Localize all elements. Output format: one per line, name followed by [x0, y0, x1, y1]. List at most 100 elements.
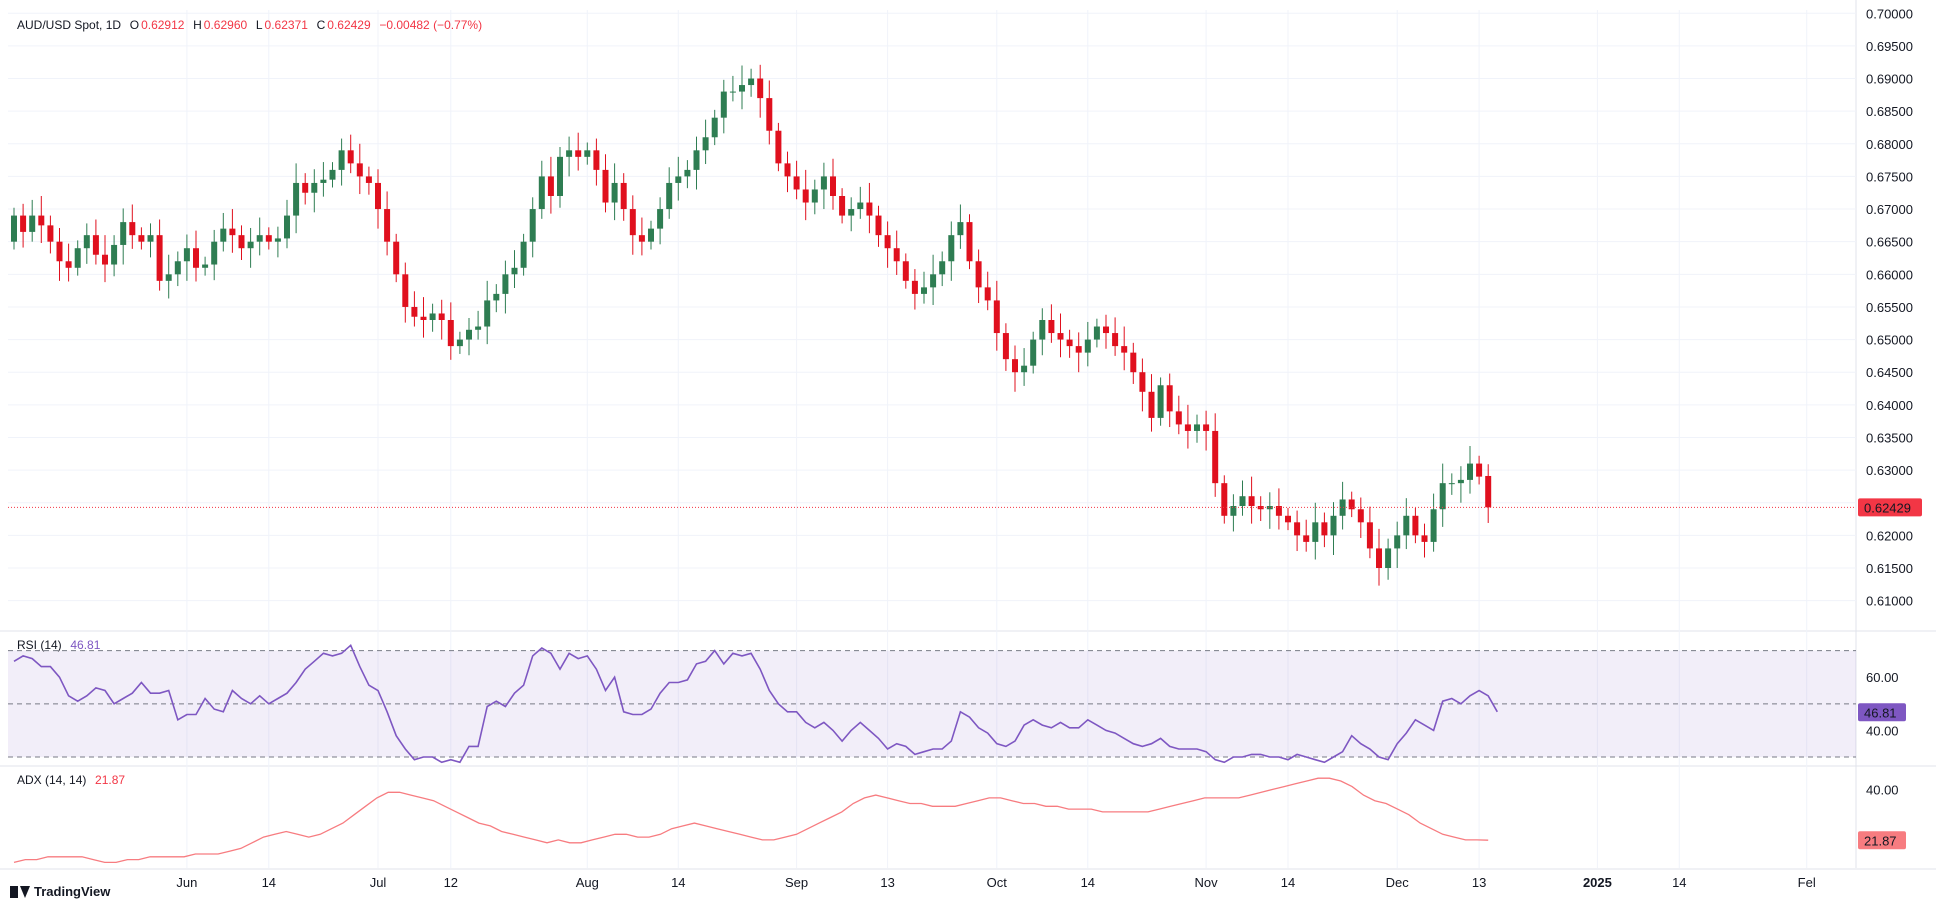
candle-down: [1057, 333, 1064, 340]
candle-down: [365, 176, 372, 183]
price-tick-label: 0.63500: [1866, 430, 1913, 445]
candle-down: [1275, 506, 1282, 516]
candle-up: [284, 215, 290, 239]
time-tick-label: 14: [671, 875, 685, 890]
candle-down: [56, 241, 63, 262]
candle-down: [1294, 522, 1301, 536]
candle-up: [11, 215, 17, 242]
candle-down: [911, 280, 918, 294]
candle-up: [202, 264, 209, 268]
symbol-legend: AUD/USD Spot, 1D O 0.62912 H 0.62960 L 0.62…: [17, 18, 484, 32]
candle-down: [238, 235, 245, 249]
candle-up: [1385, 548, 1392, 568]
candle-up: [329, 169, 336, 180]
price-tick-label: 0.61500: [1866, 561, 1913, 576]
open-label: O: [129, 18, 140, 32]
candle-down: [1212, 430, 1219, 484]
candle-up: [429, 313, 436, 320]
candle-up: [684, 169, 691, 177]
candle-down: [1485, 475, 1492, 508]
candle-down: [229, 228, 236, 236]
rsi-title: RSI (14): [17, 638, 62, 652]
candle-down: [20, 215, 27, 232]
time-tick-label: 13: [1472, 875, 1486, 890]
candle-up: [1439, 483, 1446, 510]
change-value: −0.00482 (−0.77%): [379, 18, 483, 32]
price-tick-label: 0.68000: [1866, 137, 1913, 152]
open-value: 0.62912: [141, 18, 185, 32]
time-tick-label: Oct: [987, 875, 1008, 890]
candle-up: [657, 209, 664, 229]
candle-up: [857, 202, 864, 210]
time-tick-label: 14: [1672, 875, 1686, 890]
candle-down: [1348, 499, 1355, 510]
candle-down: [620, 182, 627, 210]
candle-up: [648, 228, 654, 242]
candle-down: [1376, 548, 1382, 568]
candle-up: [811, 189, 818, 203]
candle-down: [993, 300, 1000, 334]
candle-up: [557, 156, 563, 196]
candle-down: [830, 176, 836, 196]
candle-up: [120, 222, 127, 245]
candle-down: [156, 235, 163, 281]
candle-up: [74, 248, 81, 268]
time-tick-label: Aug: [576, 875, 599, 890]
candle-down: [1221, 483, 1228, 516]
candle-up: [1448, 483, 1455, 485]
candle-up: [957, 222, 964, 236]
candle-up: [702, 137, 709, 151]
rsi-legend: RSI (14) 46.81: [17, 638, 102, 652]
candle-up: [693, 150, 700, 170]
candle-down: [1012, 359, 1018, 373]
tradingview-brand[interactable]: TradingView: [10, 884, 110, 899]
candle-down: [884, 235, 891, 249]
candle-down: [47, 225, 54, 242]
candle-down: [193, 248, 199, 268]
candle-up: [1239, 496, 1246, 506]
candle-down: [1148, 391, 1155, 418]
price-tick-label: 0.69000: [1866, 72, 1913, 87]
candle-up: [711, 117, 718, 138]
adx-line: [13, 777, 1489, 864]
candle-down: [638, 235, 645, 242]
time-tick-label: 14: [1081, 875, 1095, 890]
rsi-value: 46.81: [70, 638, 101, 652]
candle-up: [165, 274, 172, 281]
candle-up: [338, 150, 345, 170]
price-tick-label: 0.65500: [1866, 300, 1913, 315]
time-tick-label: Nov: [1195, 875, 1219, 890]
tradingview-logo-icon: [10, 885, 30, 898]
candle-up: [484, 300, 491, 327]
candle-down: [1184, 424, 1191, 431]
candle-down: [1257, 506, 1264, 510]
candle-down: [129, 222, 136, 236]
candle-up: [1330, 515, 1337, 536]
price-tick-label: 0.66000: [1866, 267, 1913, 282]
candle-down: [902, 261, 909, 281]
candle-down: [302, 182, 309, 193]
price-tick-label: 0.70000: [1866, 6, 1913, 21]
candle-up: [939, 261, 946, 275]
candle-up: [729, 91, 736, 93]
candle-up: [1194, 424, 1200, 431]
candle-up: [147, 235, 154, 242]
candle-down: [1366, 522, 1373, 549]
candle-down: [775, 130, 782, 164]
candle-down: [875, 215, 882, 236]
rsi-value-badge: [1858, 703, 1906, 722]
candle-down: [1066, 339, 1073, 347]
adx-value: 21.87: [95, 773, 126, 787]
candle-up: [1403, 515, 1410, 536]
candle-up: [566, 150, 573, 157]
candle-up: [311, 182, 318, 193]
candle-down: [447, 320, 454, 347]
candle-down: [766, 98, 773, 131]
candle-down: [593, 150, 600, 170]
price-tick-label: 0.69500: [1866, 39, 1913, 54]
candle-down: [975, 261, 982, 288]
candle-up: [739, 85, 745, 92]
time-tick-label: 12: [444, 875, 458, 890]
candle-up: [748, 78, 755, 86]
